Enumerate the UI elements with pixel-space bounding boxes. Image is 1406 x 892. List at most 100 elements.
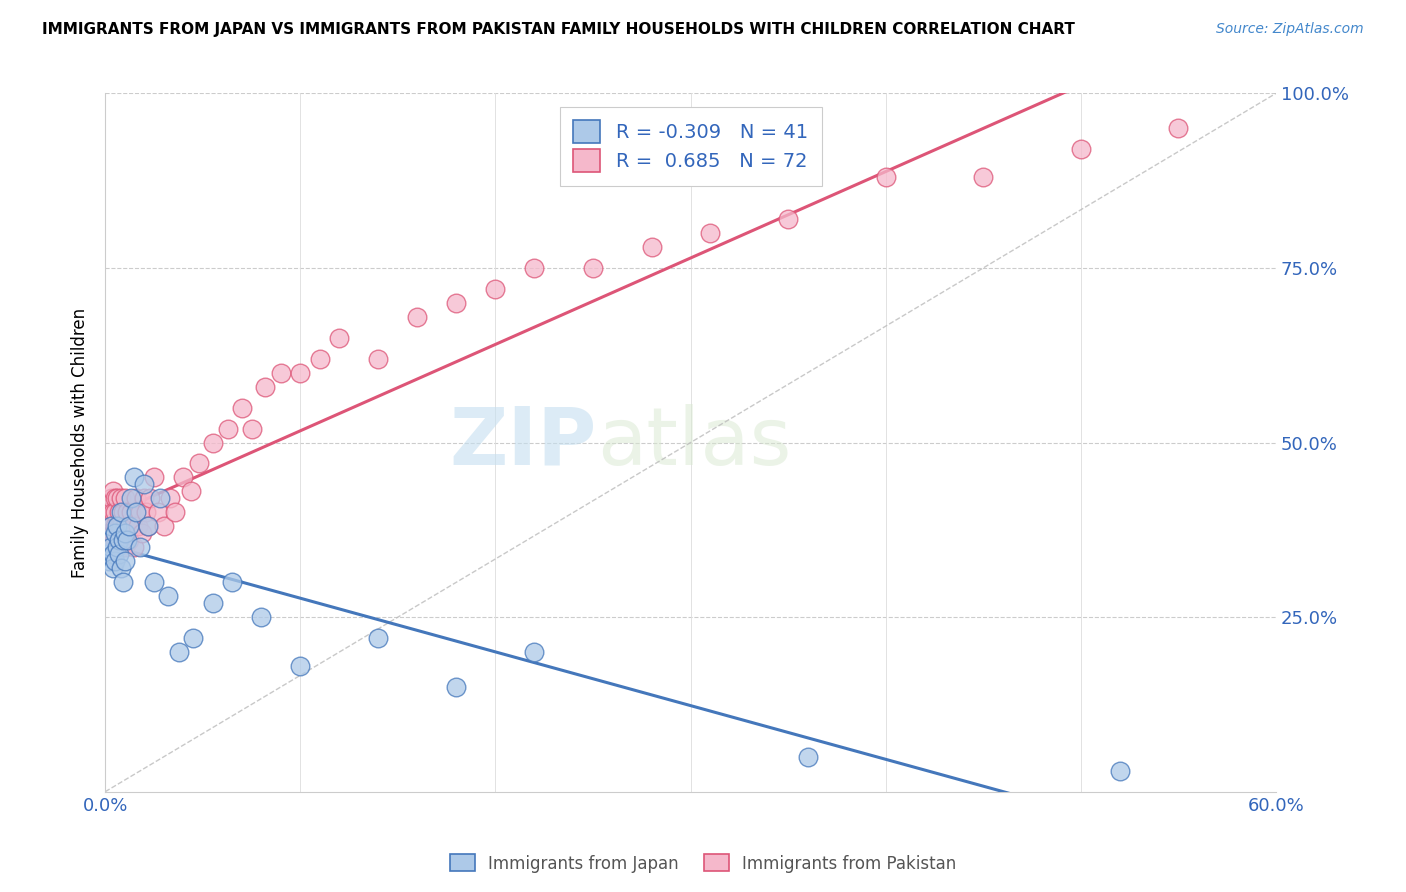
Point bbox=[523, 260, 546, 275]
Point bbox=[796, 749, 818, 764]
Point bbox=[105, 541, 128, 555]
Point bbox=[100, 491, 122, 506]
Text: Source: ZipAtlas.com: Source: ZipAtlas.com bbox=[1216, 22, 1364, 37]
Point bbox=[136, 519, 159, 533]
Point bbox=[129, 541, 152, 555]
Point bbox=[875, 170, 897, 185]
Point bbox=[105, 541, 128, 555]
Text: ZIP: ZIP bbox=[450, 403, 598, 482]
Point bbox=[446, 680, 468, 694]
Point bbox=[110, 541, 132, 555]
Point bbox=[217, 421, 239, 435]
Point bbox=[1167, 121, 1189, 136]
Point bbox=[104, 519, 127, 533]
Point bbox=[108, 526, 131, 541]
Point bbox=[114, 526, 136, 541]
Point bbox=[115, 533, 138, 548]
Point bbox=[100, 541, 122, 555]
Point bbox=[117, 533, 139, 548]
Point bbox=[699, 226, 721, 240]
Point bbox=[96, 547, 118, 561]
Point bbox=[108, 533, 131, 548]
Point bbox=[108, 505, 131, 519]
Point bbox=[108, 519, 131, 533]
Point bbox=[270, 366, 292, 380]
Point bbox=[108, 547, 131, 561]
Point bbox=[135, 505, 157, 519]
Text: IMMIGRANTS FROM JAPAN VS IMMIGRANTS FROM PAKISTAN FAMILY HOUSEHOLDS WITH CHILDRE: IMMIGRANTS FROM JAPAN VS IMMIGRANTS FROM… bbox=[42, 22, 1076, 37]
Point bbox=[114, 554, 136, 568]
Point bbox=[104, 491, 127, 506]
Point bbox=[290, 366, 312, 380]
Point bbox=[367, 351, 389, 366]
Legend: R = -0.309   N = 41, R =  0.685   N = 72: R = -0.309 N = 41, R = 0.685 N = 72 bbox=[560, 106, 821, 186]
Point bbox=[111, 505, 134, 519]
Point bbox=[367, 631, 389, 645]
Point bbox=[117, 519, 139, 533]
Text: atlas: atlas bbox=[598, 403, 792, 482]
Point bbox=[131, 526, 153, 541]
Point bbox=[121, 519, 143, 533]
Point bbox=[117, 519, 139, 533]
Point bbox=[134, 491, 156, 506]
Point bbox=[582, 260, 605, 275]
Point bbox=[101, 505, 124, 519]
Point bbox=[446, 296, 468, 310]
Point bbox=[110, 519, 132, 533]
Point bbox=[101, 526, 124, 541]
Point bbox=[98, 505, 121, 519]
Point bbox=[778, 212, 800, 227]
Point bbox=[254, 379, 277, 393]
Point bbox=[104, 554, 127, 568]
Point bbox=[308, 351, 330, 366]
Point bbox=[114, 519, 136, 533]
Point bbox=[201, 596, 224, 610]
Point bbox=[187, 457, 209, 471]
Point bbox=[100, 541, 122, 555]
Point bbox=[180, 484, 202, 499]
Point bbox=[98, 554, 121, 568]
Point bbox=[111, 575, 134, 590]
Point bbox=[101, 547, 124, 561]
Point bbox=[290, 659, 312, 673]
Point bbox=[101, 561, 124, 575]
Point bbox=[250, 610, 273, 624]
Point bbox=[124, 541, 146, 555]
Point bbox=[96, 541, 118, 555]
Point bbox=[152, 519, 174, 533]
Point bbox=[125, 491, 148, 506]
Point bbox=[165, 505, 187, 519]
Point bbox=[129, 505, 152, 519]
Point bbox=[143, 470, 166, 484]
Point bbox=[124, 470, 146, 484]
Point bbox=[110, 491, 132, 506]
Point bbox=[231, 401, 253, 415]
Point bbox=[328, 331, 350, 345]
Point bbox=[640, 240, 662, 254]
Point bbox=[149, 491, 172, 506]
Point bbox=[115, 505, 138, 519]
Point bbox=[1108, 764, 1130, 778]
Point bbox=[136, 519, 159, 533]
Point bbox=[101, 484, 124, 499]
Point bbox=[125, 505, 148, 519]
Point bbox=[100, 519, 122, 533]
Point bbox=[114, 541, 136, 555]
Point bbox=[1070, 142, 1092, 156]
Point bbox=[201, 435, 224, 450]
Legend: Immigrants from Japan, Immigrants from Pakistan: Immigrants from Japan, Immigrants from P… bbox=[443, 847, 963, 880]
Point bbox=[111, 533, 134, 548]
Point bbox=[240, 421, 263, 435]
Point bbox=[120, 491, 142, 506]
Point bbox=[139, 491, 162, 506]
Point bbox=[484, 282, 506, 296]
Point bbox=[156, 589, 179, 603]
Point bbox=[172, 470, 194, 484]
Point bbox=[169, 645, 191, 659]
Point bbox=[134, 477, 156, 491]
Point bbox=[100, 519, 122, 533]
Point bbox=[406, 310, 429, 324]
Point bbox=[98, 526, 121, 541]
Point bbox=[105, 519, 128, 533]
Point bbox=[159, 491, 181, 506]
